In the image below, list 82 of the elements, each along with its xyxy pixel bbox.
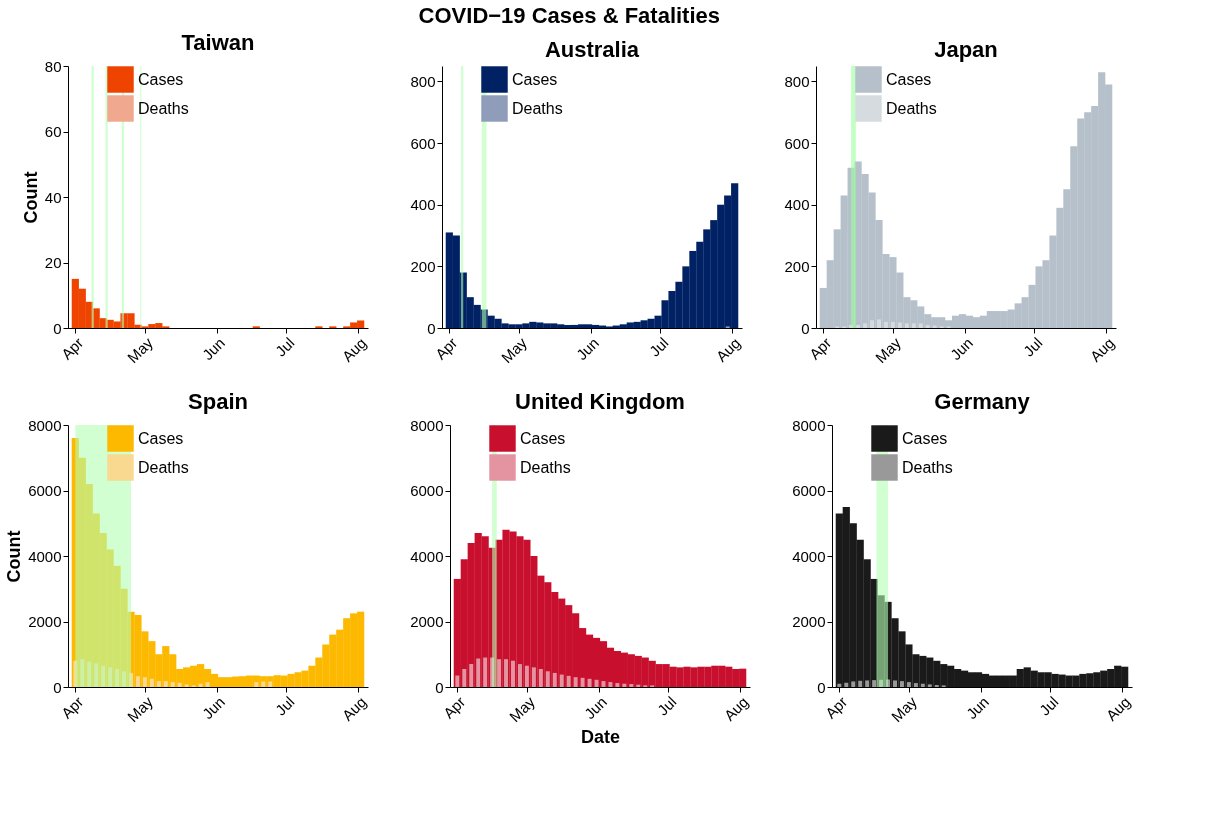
legend-label: Deaths (902, 458, 953, 476)
y-tick-label: 200 (410, 257, 436, 275)
y-tick-label: 6000 (28, 482, 62, 499)
x-tick-label: Aug (1086, 334, 1118, 365)
x-tick-label: Jul (1035, 693, 1062, 719)
x-tick-label: Aug (712, 334, 744, 365)
x-axis-title: Date (580, 727, 621, 748)
y-tick-label: 800 (784, 72, 810, 90)
y-tick-label: 800 (410, 72, 436, 90)
x-tick-label: Jun (580, 693, 610, 723)
legend-label: Cases (512, 70, 558, 88)
legend-label: Cases (138, 70, 184, 88)
chart-title: Japan (934, 37, 998, 62)
x-tick-label: Apr (805, 334, 835, 363)
y-tick-label: 4000 (410, 547, 444, 565)
legend-label: Deaths (886, 99, 937, 117)
y-tick-label: 400 (410, 196, 436, 214)
y-tick-label: 0 (53, 319, 62, 337)
x-tick-label: Jun (572, 334, 602, 364)
y-tick-label: 4000 (28, 547, 62, 565)
y-tick-label: 2000 (792, 613, 826, 630)
x-tick-label: Apr (439, 693, 469, 722)
legend-label: Deaths (138, 458, 189, 476)
y-tick-label: 4000 (792, 547, 826, 565)
legend-label: Cases (886, 70, 932, 88)
chart-title: Taiwan (181, 30, 255, 55)
x-tick-label: Jul (645, 334, 672, 360)
y-tick-label: 0 (801, 319, 810, 337)
legend-label: Deaths (512, 99, 563, 117)
y-tick-label: 0 (53, 678, 62, 696)
x-tick-label: Jun (962, 693, 992, 723)
legend-label: Deaths (138, 99, 189, 117)
x-tick-label: Aug (1102, 693, 1134, 724)
legend-label: Deaths (520, 458, 571, 476)
y-tick-label: 8000 (410, 416, 444, 434)
y-tick-label: 80 (44, 57, 62, 75)
chart-title: Australia (544, 37, 640, 62)
y-tick-label: 20 (44, 254, 62, 271)
x-tick-label: May (871, 333, 905, 367)
legend-label: Cases (138, 429, 184, 447)
x-tick-label: Jun (946, 334, 976, 364)
legend-label: Cases (902, 429, 948, 447)
x-tick-label: Jul (653, 693, 680, 719)
y-tick-label: 8000 (792, 416, 826, 434)
x-tick-label: Apr (57, 693, 87, 722)
x-tick-label: May (505, 692, 539, 726)
x-tick-label: Jun (198, 334, 228, 364)
y-tick-label: 200 (784, 257, 810, 275)
x-tick-label: Jul (271, 334, 298, 360)
y-tick-label: 0 (435, 678, 444, 696)
y-tick-label: 400 (784, 196, 810, 214)
y-axis-title: Count (20, 171, 41, 224)
x-tick-label: Aug (720, 693, 752, 724)
y-tick-label: 2000 (28, 613, 62, 630)
text: COVID−19 Cases & Fatalities (418, 3, 721, 28)
x-tick-label: Aug (338, 334, 370, 365)
y-tick-label: 600 (784, 134, 810, 152)
x-tick-label: May (887, 692, 921, 726)
x-tick-label: Jun (198, 693, 228, 723)
x-tick-label: Apr (821, 693, 851, 722)
y-tick-label: 6000 (792, 482, 826, 499)
y-tick-label: 600 (410, 134, 436, 152)
x-tick-label: Apr (57, 334, 87, 363)
x-tick-label: Jul (1019, 334, 1046, 360)
chart-title: Spain (188, 389, 248, 414)
y-tick-label: 2000 (410, 613, 444, 630)
chart-title: United Kingdom (515, 389, 685, 414)
chart-title: Germany (934, 389, 1031, 414)
y-tick-label: 6000 (410, 482, 444, 499)
x-tick-label: Apr (431, 334, 461, 363)
legend-label: Cases (520, 429, 566, 447)
x-tick-label: May (123, 333, 157, 367)
x-tick-label: Jul (271, 693, 298, 719)
x-tick-label: May (123, 692, 157, 726)
x-tick-label: Aug (338, 693, 370, 724)
y-tick-label: 0 (817, 678, 826, 696)
y-tick-label: 0 (427, 319, 436, 337)
y-tick-label: 60 (44, 123, 62, 140)
x-tick-label: May (497, 333, 531, 367)
y-axis-title: Count (4, 530, 25, 583)
y-tick-label: 40 (44, 188, 62, 206)
y-tick-label: 8000 (28, 416, 62, 434)
